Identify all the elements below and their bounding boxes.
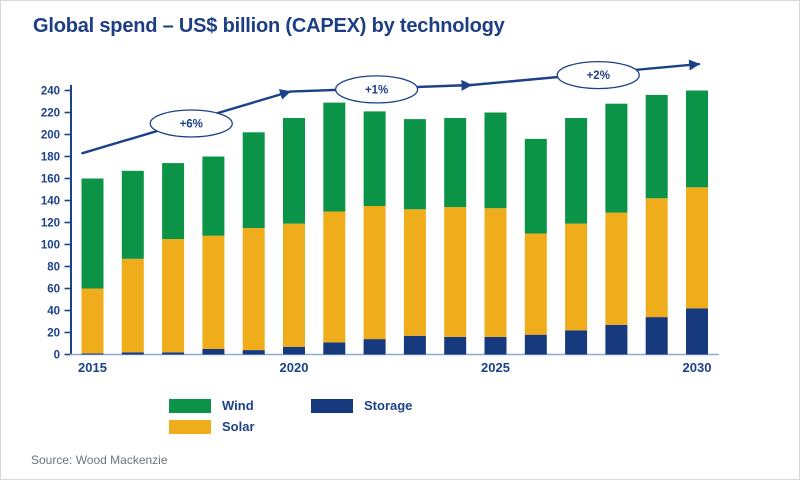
legend-label-storage: Storage (364, 398, 413, 413)
bar-segment-storage-2025 (484, 336, 507, 355)
bar-segment-solar-2029 (645, 198, 668, 318)
bar-segment-wind-2021 (323, 102, 346, 212)
bar-segment-storage-2019 (242, 350, 265, 355)
bar-segment-solar-2016 (121, 258, 144, 353)
bar-segment-storage-2017 (162, 352, 185, 355)
trend-line-group: +6% +1% +2% (81, 59, 701, 155)
bar-segment-solar-2025 (484, 208, 507, 337)
bar-segment-wind-2025 (484, 112, 507, 209)
bar-segment-solar-2027 (565, 223, 588, 331)
bar-segment-storage-2029 (645, 317, 668, 355)
bar-segment-solar-2020 (283, 223, 305, 347)
bar-segment-wind-2029 (645, 94, 668, 199)
growth-annotation-ellipse (556, 60, 640, 90)
y-tick-label: 140 (41, 196, 60, 208)
bar-segment-storage-2028 (605, 324, 628, 355)
bar-segment-wind-2026 (524, 138, 547, 234)
legend-label-wind: Wind (222, 398, 254, 413)
legend-item-solar: Solar (169, 420, 255, 434)
growth-annotation-ellipse (149, 109, 233, 138)
y-tick-label: 60 (47, 284, 60, 296)
legend-item-storage: Storage (311, 399, 412, 413)
bar-segment-solar-2023 (403, 209, 426, 336)
y-tick-label: 120 (41, 218, 60, 230)
bar-segment-wind-2023 (403, 119, 426, 210)
page-title: Global spend – US$ billion (CAPEX) by te… (33, 15, 505, 37)
bar-segment-solar-2019 (242, 228, 265, 351)
y-tick-label: 160 (41, 174, 60, 186)
bar-segment-storage-2020 (283, 346, 305, 355)
y-tick-label: 200 (41, 130, 60, 142)
bar-segment-solar-2015 (81, 288, 104, 354)
bar-segment-solar-2021 (323, 211, 346, 343)
bar-segment-storage-2026 (524, 334, 547, 355)
y-tick-label: 220 (41, 108, 60, 120)
legend-label-solar: Solar (222, 419, 255, 434)
bar-segment-solar-2018 (202, 235, 225, 349)
bar-segment-solar-2028 (605, 212, 628, 325)
bar-segment-solar-2026 (524, 233, 547, 335)
bar-segment-wind-2020 (283, 118, 305, 224)
bar-segment-solar-2024 (444, 207, 467, 337)
x-tick-label: 2030 (683, 360, 712, 375)
y-tick-label: 40 (47, 306, 60, 318)
x-tick-label: 2015 (78, 360, 107, 375)
bar-segment-storage-2018 (202, 349, 225, 355)
bar-segment-storage-2016 (121, 352, 144, 355)
y-tick-label: 240 (41, 86, 60, 98)
growth-annotation-label: +1% (365, 84, 388, 96)
bar-segment-solar-2022 (363, 206, 386, 340)
bar-segment-wind-2018 (202, 156, 225, 236)
bar-segment-storage-2030 (686, 308, 708, 355)
bar-segment-wind-2015 (81, 178, 104, 289)
bar-segment-wind-2024 (444, 118, 467, 208)
growth-annotation-label: +6% (180, 119, 203, 131)
bar-segment-wind-2019 (242, 132, 265, 228)
y-tick-label: 20 (47, 328, 60, 340)
bar-segment-storage-2023 (403, 335, 426, 355)
bar-segment-storage-2021 (323, 342, 346, 355)
bar-segment-wind-2017 (162, 163, 185, 239)
bar-segment-wind-2016 (121, 170, 144, 259)
y-tick-label: 100 (41, 240, 60, 252)
bar-segment-wind-2028 (605, 103, 628, 213)
bar-segment-storage-2022 (363, 339, 386, 355)
bar-segment-wind-2027 (565, 118, 588, 224)
axes: 0 20 40 60 80 100 120 140 160 180 200 220 240 2015 202… (41, 85, 719, 375)
bar-segment-wind-2030 (686, 90, 708, 188)
solar-swatch-icon (169, 420, 211, 434)
storage-swatch-icon (311, 399, 353, 413)
bar-segment-storage-2027 (565, 330, 588, 355)
y-tick-label: 80 (47, 262, 60, 274)
legend-item-wind: Wind (169, 399, 254, 413)
y-tick-label: 0 (54, 350, 60, 362)
growth-annotation-label: +2% (587, 70, 610, 82)
bars (81, 90, 708, 355)
growth-annotation-ellipse (334, 75, 419, 104)
x-tick-label: 2025 (481, 360, 510, 375)
source-note: Source: Wood Mackenzie (31, 453, 168, 467)
bar-segment-storage-2015 (81, 353, 104, 355)
bar-segment-storage-2024 (444, 336, 467, 355)
bar-segment-solar-2030 (686, 187, 708, 309)
y-tick-label: 180 (41, 152, 60, 164)
bar-segment-wind-2022 (363, 111, 386, 206)
wind-swatch-icon (169, 399, 211, 413)
x-tick-label: 2020 (280, 360, 309, 375)
bar-segment-solar-2017 (162, 239, 185, 353)
